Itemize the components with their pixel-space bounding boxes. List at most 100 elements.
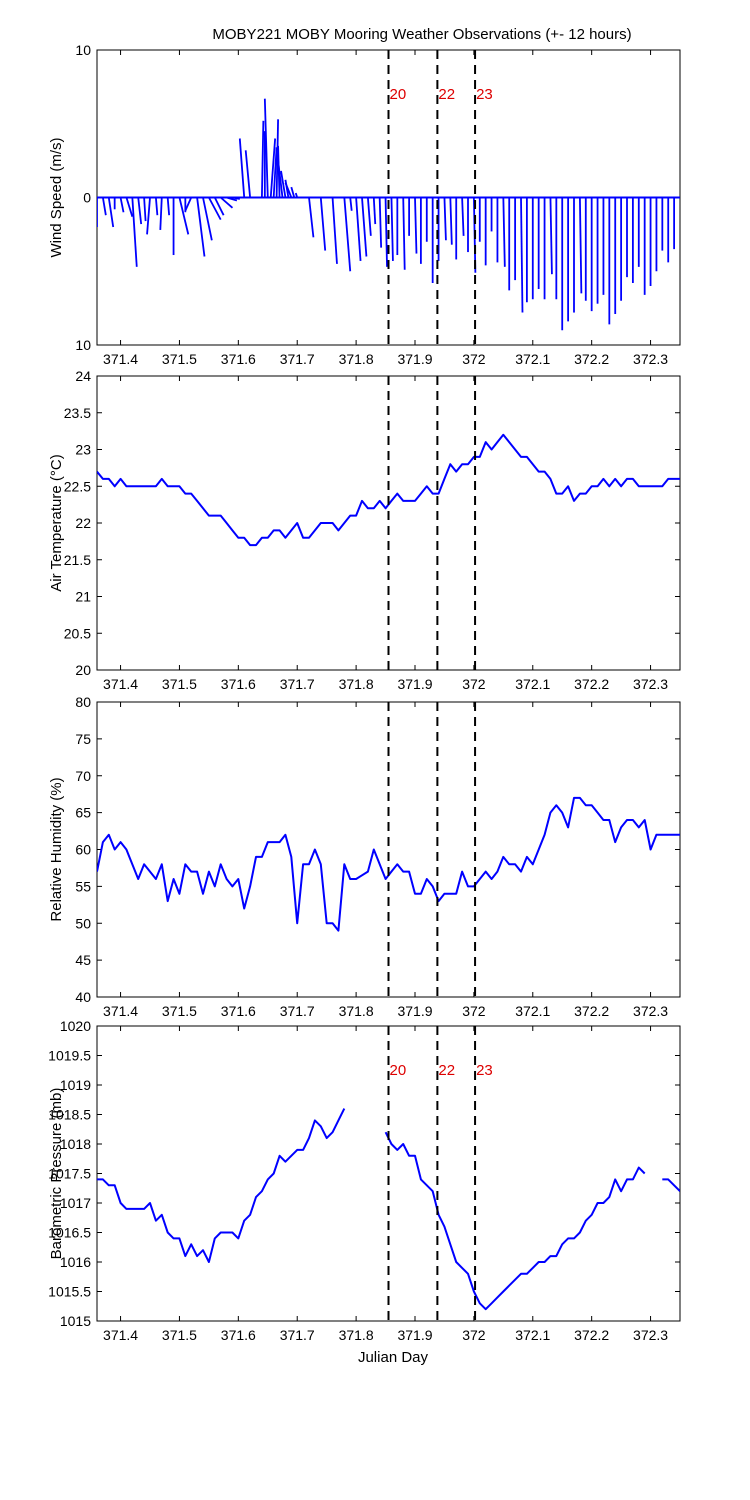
series-line	[384, 1131, 646, 1311]
x-tick-label: 371.9	[397, 1003, 432, 1019]
y-tick-label: 21	[75, 589, 91, 605]
wind-vector	[520, 197, 524, 313]
y-tick-label: 1018.5	[48, 1107, 91, 1123]
wind-vector	[366, 197, 372, 236]
y-tick-label: 1015	[60, 1313, 91, 1329]
y-tick-label: 1018	[60, 1136, 91, 1152]
x-tick-label: 371.5	[162, 676, 197, 692]
wind-vector	[263, 98, 269, 198]
x-tick-label: 371.8	[339, 676, 374, 692]
x-tick-label: 371.7	[280, 351, 315, 367]
x-tick-label: 372	[462, 351, 486, 367]
x-tick-label: 371.4	[103, 1327, 138, 1343]
event-label-23: 23	[476, 86, 493, 103]
y-tick-label: 45	[75, 952, 91, 968]
panel-4: 1015 1015.5 1016 1016.5 1017 1017.5 1018 1018.5…	[48, 1018, 681, 1343]
wind-vector	[277, 160, 284, 198]
wind-vector	[414, 197, 418, 254]
y-tick-label: 22.5	[64, 478, 91, 494]
event-label-22: 22	[438, 86, 455, 103]
x-tick-label: 371.5	[162, 1327, 197, 1343]
wind-vector	[244, 150, 252, 198]
x-tick-label: 371.7	[280, 1327, 315, 1343]
x-tick-label: 372.2	[574, 1003, 609, 1019]
wind-vector	[319, 197, 327, 251]
plot-area	[96, 1025, 681, 1322]
x-tick-label: 372.1	[515, 1327, 550, 1343]
plot-area	[96, 375, 681, 671]
x-tick-label: 371.6	[221, 676, 256, 692]
x-tick-label: 371.9	[397, 1327, 432, 1343]
wind-vector	[269, 138, 277, 198]
y-axis-label: Barometric Pressure (mb)	[48, 1088, 65, 1260]
wind-vector	[372, 197, 377, 225]
wind-vector	[213, 197, 225, 216]
x-tick-label: 371.8	[339, 1003, 374, 1019]
wind-vector	[166, 197, 171, 216]
wind-vector	[226, 196, 238, 202]
wind-vector	[343, 197, 352, 272]
y-tick-label: 10	[75, 42, 91, 58]
wind-vector	[159, 197, 163, 230]
x-tick-label: 372.1	[515, 351, 550, 367]
y-tick-label: 23.5	[64, 405, 91, 421]
y-tick-label: 1016.5	[48, 1225, 91, 1241]
wind-vector	[290, 186, 296, 198]
x-tick-label: 372.3	[633, 676, 668, 692]
event-label-22: 22	[438, 1062, 455, 1079]
y-tick-label: 60	[75, 842, 91, 858]
y-tick-label: 70	[75, 768, 91, 784]
wind-vector	[284, 182, 293, 198]
wind-vector	[349, 197, 353, 211]
wind-vector	[272, 147, 278, 198]
event-label-20: 20	[390, 1062, 407, 1079]
y-tick-label: 1017.5	[48, 1166, 91, 1182]
x-tick-label: 372.3	[633, 351, 668, 367]
y-tick-label: 1019	[60, 1077, 91, 1093]
y-tick-label: 50	[75, 915, 91, 931]
x-tick-label: 371.9	[397, 351, 432, 367]
y-tick-label: 1020	[60, 1018, 91, 1034]
wind-vector	[502, 197, 506, 267]
x-tick-label: 372	[462, 676, 486, 692]
x-tick-label: 371.8	[339, 351, 374, 367]
wind-vector	[202, 197, 213, 241]
wind-vector	[154, 197, 159, 216]
y-tick-label: 20.5	[64, 625, 91, 641]
wind-vector	[378, 197, 383, 248]
chart-panels: 10 0 10 371.4 371.5 371.6 371.7 371.8 371.9 372 37…	[48, 42, 681, 1343]
wind-vector	[143, 197, 147, 222]
panel-2: 20 20.5 21 21.5 22 22.5 23 23.5 24 371.4 371.5 371.…	[48, 368, 681, 692]
series-line	[97, 1108, 346, 1263]
x-tick-label: 372	[462, 1003, 486, 1019]
y-axis-label: Wind Speed (m/s)	[48, 137, 65, 257]
wind-vector	[260, 120, 265, 198]
y-tick-label: 0	[83, 190, 91, 206]
wind-vector	[308, 197, 315, 238]
wind-vector	[107, 197, 115, 228]
y-tick-label: 65	[75, 805, 91, 821]
x-tick-label: 371.9	[397, 676, 432, 692]
wind-vector	[178, 197, 190, 235]
y-tick-label: 1019.5	[48, 1048, 91, 1064]
x-tick-label: 371.6	[221, 351, 256, 367]
y-tick-label: 80	[75, 694, 91, 710]
x-tick-label: 372.3	[633, 1327, 668, 1343]
wind-vector	[275, 119, 279, 198]
y-tick-label: 75	[75, 731, 91, 747]
figure-title: MOBY221 MOBY Mooring Weather Observation…	[212, 26, 631, 43]
y-tick-label: 10	[75, 337, 91, 353]
y-tick-label: 40	[75, 989, 91, 1005]
x-tick-label: 371.4	[103, 351, 138, 367]
plot-marks	[97, 98, 680, 331]
wind-vector	[549, 197, 553, 275]
wind-vector	[449, 197, 453, 245]
y-tick-label: 1015.5	[48, 1284, 91, 1300]
wind-vector	[238, 138, 246, 198]
plot-marks	[97, 1108, 680, 1311]
wind-vector	[461, 197, 465, 236]
y-tick-label: 1017	[60, 1195, 91, 1211]
wind-vector	[196, 197, 206, 257]
event-label-23: 23	[476, 1062, 493, 1079]
